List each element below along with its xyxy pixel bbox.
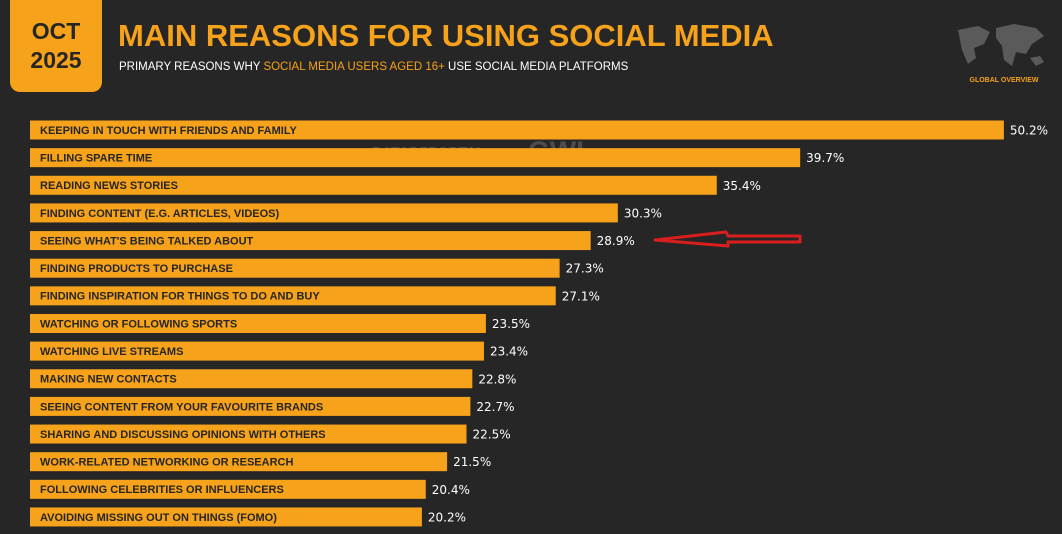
value-label: 20.2% (428, 510, 466, 524)
bar-label: MAKING NEW CONTACTS (40, 374, 177, 386)
bar (30, 258, 560, 278)
value-label: 35.4% (723, 179, 761, 193)
value-label: 23.5% (492, 317, 530, 331)
annotation-arrow (653, 230, 802, 248)
bar-label: KEEPING IN TOUCH WITH FRIENDS AND FAMILY (40, 125, 298, 137)
subtitle-highlight: SOCIAL MEDIA USERS AGED 16+ (263, 61, 445, 73)
value-label: 22.5% (473, 428, 511, 442)
bar-label: WORK-RELATED NETWORKING OR RESEARCH (40, 457, 293, 469)
value-label: 23.4% (490, 345, 528, 359)
bar (30, 175, 717, 195)
bar-label: SHARING AND DISCUSSING OPINIONS WITH OTH… (40, 429, 326, 441)
date-badge (10, 0, 102, 92)
corner-label: GLOBAL OVERVIEW (970, 77, 1039, 84)
bar (30, 120, 1004, 140)
value-label: 21.5% (453, 455, 491, 469)
bar-label: WATCHING OR FOLLOWING SPORTS (40, 318, 237, 330)
value-label: 20.4% (432, 483, 470, 497)
bar-label: FINDING INSPIRATION FOR THINGS TO DO AND… (40, 291, 320, 303)
value-label: 22.8% (478, 372, 516, 386)
bar-label: READING NEWS STORIES (40, 180, 178, 192)
bar (30, 479, 426, 499)
bar (30, 507, 422, 527)
bar (30, 396, 471, 416)
bar-label: AVOIDING MISSING OUT ON THINGS (FOMO) (40, 512, 277, 524)
bar (30, 231, 591, 251)
subtitle-part: USE SOCIAL MEDIA PLATFORMS (448, 61, 629, 73)
subtitle-part: PRIMARY REASONS WHY (119, 61, 261, 73)
bar (30, 286, 556, 306)
bar-label: WATCHING LIVE STREAMS (40, 346, 183, 358)
bar (30, 341, 484, 361)
bar-label: FOLLOWING CELEBRITIES OR INFLUENCERS (40, 484, 284, 496)
value-label: 50.2% (1010, 124, 1048, 138)
bar-label: FINDING PRODUCTS TO PURCHASE (40, 263, 233, 275)
badge-year: 2025 (30, 47, 81, 73)
bar-label: SEEING WHAT'S BEING TALKED ABOUT (40, 235, 254, 247)
bar (30, 313, 486, 333)
badge-month: OCT (32, 18, 81, 44)
bar (30, 452, 448, 472)
value-label: 27.3% (566, 262, 604, 276)
value-label: 22.7% (476, 400, 514, 414)
value-label: 39.7% (806, 151, 844, 165)
value-label: 27.1% (562, 289, 600, 303)
bar (30, 148, 801, 168)
value-label: 28.9% (597, 234, 635, 248)
bar (30, 203, 618, 223)
chart-title: MAIN REASONS FOR USING SOCIAL MEDIA (118, 18, 774, 53)
bar-label: FINDING CONTENT (E.G. ARTICLES, VIDEOS) (40, 208, 279, 220)
value-label: 30.3% (624, 206, 662, 220)
chart-subtitle: PRIMARY REASONS WHY SOCIAL MEDIA USERS A… (119, 61, 629, 73)
world-map-icon (958, 24, 1044, 66)
bar-label: SEEING CONTENT FROM YOUR FAVOURITE BRAND… (40, 401, 323, 413)
bar-label: FILLING SPARE TIME (40, 153, 152, 165)
bar (30, 424, 467, 444)
bar (30, 369, 473, 389)
